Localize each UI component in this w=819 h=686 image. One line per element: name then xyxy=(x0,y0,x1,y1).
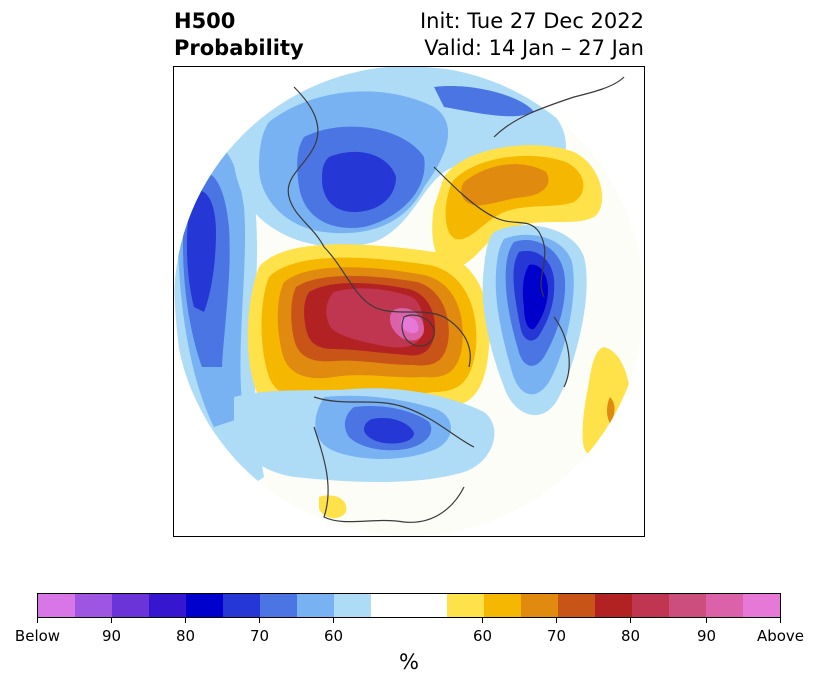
colorbar-tick-label: Above xyxy=(756,627,805,645)
colorbar-tick-label: 80 xyxy=(620,627,641,645)
colorbar-segment xyxy=(706,594,744,617)
colorbar-tick-label: 70 xyxy=(249,627,270,645)
colorbar-tick-mark xyxy=(333,617,334,623)
coastline-greenland xyxy=(401,314,435,347)
colorbar-tick-mark xyxy=(482,617,483,623)
colorbar-segment xyxy=(557,594,595,617)
valid-range: Valid: 14 Jan – 27 Jan xyxy=(424,36,644,60)
colorbar-segment xyxy=(520,594,558,617)
colorbar xyxy=(37,593,781,618)
coastline-usa xyxy=(313,426,465,523)
colorbar-segment xyxy=(186,594,224,617)
colorbar-segment xyxy=(260,594,298,617)
negative-anomaly-east xyxy=(482,225,587,416)
colorbar-tick-label: Below xyxy=(14,627,61,645)
title-product: Probability xyxy=(174,36,304,60)
coastline-siberia xyxy=(433,166,546,298)
colorbar-tick-mark xyxy=(111,617,112,623)
colorbar-tick-label: 90 xyxy=(101,627,122,645)
colorbar-tick-mark xyxy=(259,617,260,623)
coastline-alaska xyxy=(287,86,325,248)
init-date: Init: Tue 27 Dec 2022 xyxy=(419,9,644,33)
colorbar-unit-label: % xyxy=(399,650,419,674)
coastlines xyxy=(287,76,625,523)
title-variable: H500 xyxy=(174,9,236,33)
colorbar-segment xyxy=(38,594,76,617)
map-canvas xyxy=(174,67,644,536)
colorbar-tick-label: 60 xyxy=(472,627,493,645)
colorbar-tick-mark xyxy=(556,617,557,623)
positive-anomaly-center xyxy=(247,244,490,419)
colorbar-segment xyxy=(334,594,372,617)
colorbar-segment xyxy=(371,594,447,617)
coastline-europe xyxy=(493,76,625,138)
colorbar-segment xyxy=(631,594,669,617)
negative-anomaly-north xyxy=(232,67,566,247)
map-subtitle: Init: Tue 27 Dec 2022 Valid: 14 Jan – 27… xyxy=(420,8,644,62)
colorbar-tick-mark xyxy=(706,617,707,623)
colorbar-segment xyxy=(594,594,632,617)
probability-shading xyxy=(174,67,644,536)
colorbar-tick-label: 70 xyxy=(546,627,567,645)
positive-anomaly-northeast xyxy=(432,145,603,267)
colorbar-segment xyxy=(743,594,781,617)
probability-map xyxy=(173,66,645,537)
coastline-japan xyxy=(553,316,570,388)
colorbar-segment xyxy=(446,594,484,617)
colorbar-tick-mark xyxy=(37,617,38,623)
colorbar-segment xyxy=(669,594,707,617)
colorbar-segment xyxy=(483,594,521,617)
colorbar-tick-label: 90 xyxy=(696,627,717,645)
colorbar-tick-mark xyxy=(185,617,186,623)
colorbar-segment xyxy=(223,594,261,617)
colorbar-tick-mark xyxy=(630,617,631,623)
colorbar-segment xyxy=(75,594,113,617)
colorbar-tick-label: 80 xyxy=(175,627,196,645)
map-title: H500 Probability xyxy=(174,8,304,62)
coastline-arctic xyxy=(323,246,471,368)
colorbar-segment xyxy=(112,594,150,617)
colorbar-segment xyxy=(149,594,187,617)
colorbar-segment xyxy=(297,594,335,617)
coastline-canada xyxy=(313,396,475,448)
colorbar-tick-mark xyxy=(780,617,781,623)
colorbar-tick-label: 60 xyxy=(323,627,344,645)
